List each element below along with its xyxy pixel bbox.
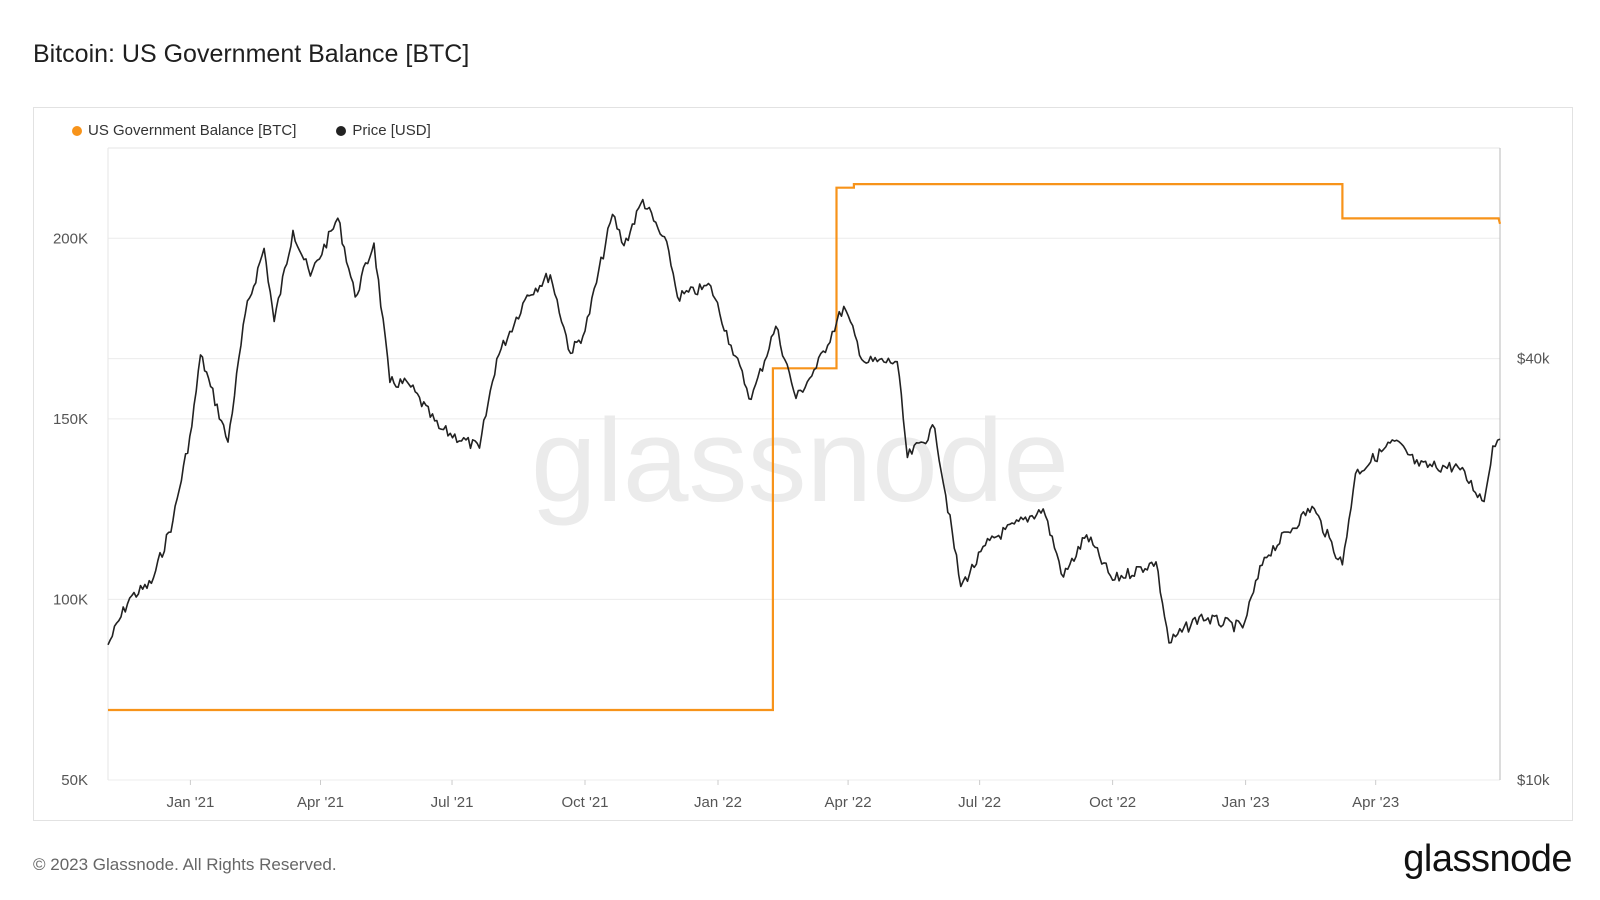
legend: US Government Balance [BTC] Price [USD] bbox=[72, 122, 431, 139]
legend-label-price: Price [USD] bbox=[352, 122, 431, 139]
y-left-tick-label: 200K bbox=[53, 230, 88, 247]
chart-title: Bitcoin: US Government Balance [BTC] bbox=[33, 40, 470, 68]
series-line-us-government-balance bbox=[108, 183, 1502, 712]
legend-label-balance: US Government Balance [BTC] bbox=[88, 122, 297, 139]
y-left-tick-label: 150K bbox=[53, 411, 88, 428]
x-tick-label: Apr '22 bbox=[825, 794, 872, 811]
y-right-tick-label: $10k bbox=[1517, 772, 1550, 789]
glassnode-logo: glassnode bbox=[1403, 838, 1572, 880]
series-price bbox=[107, 198, 1501, 646]
x-tick-label: Oct '21 bbox=[561, 794, 608, 811]
series-balance bbox=[108, 183, 1502, 712]
series-line-price-usd bbox=[107, 198, 1501, 646]
x-tick-label: Oct '22 bbox=[1089, 794, 1136, 811]
x-tick-label: Apr '23 bbox=[1352, 794, 1399, 811]
y-left-tick-label: 100K bbox=[53, 591, 88, 608]
x-tick-label: Jul '22 bbox=[958, 794, 1001, 811]
legend-item-price[interactable]: Price [USD] bbox=[336, 122, 431, 139]
watermark-text: glassnode bbox=[531, 395, 1069, 527]
copyright-footer: © 2023 Glassnode. All Rights Reserved. bbox=[33, 855, 337, 874]
y-left-tick-label: 50K bbox=[61, 772, 88, 789]
x-tick-label: Apr '21 bbox=[297, 794, 344, 811]
x-tick-label: Jan '22 bbox=[694, 794, 742, 811]
legend-dot-balance bbox=[72, 125, 82, 136]
x-tick-label: Jul '21 bbox=[431, 794, 474, 811]
legend-item-balance[interactable]: US Government Balance [BTC] bbox=[72, 122, 296, 139]
y-right-tick-label: $40k bbox=[1517, 351, 1550, 368]
legend-dot-price bbox=[336, 125, 347, 136]
axes bbox=[107, 147, 1501, 785]
axis-labels: 50K 100K 150K 200K $10k $40k Jan '21 Apr '21 Jul… bbox=[53, 230, 1550, 811]
x-tick-label: Jan '21 bbox=[166, 794, 214, 811]
x-tick-label: Jan '23 bbox=[1222, 794, 1270, 811]
grid-lines bbox=[108, 237, 1500, 781]
chart-frame bbox=[33, 107, 1573, 821]
